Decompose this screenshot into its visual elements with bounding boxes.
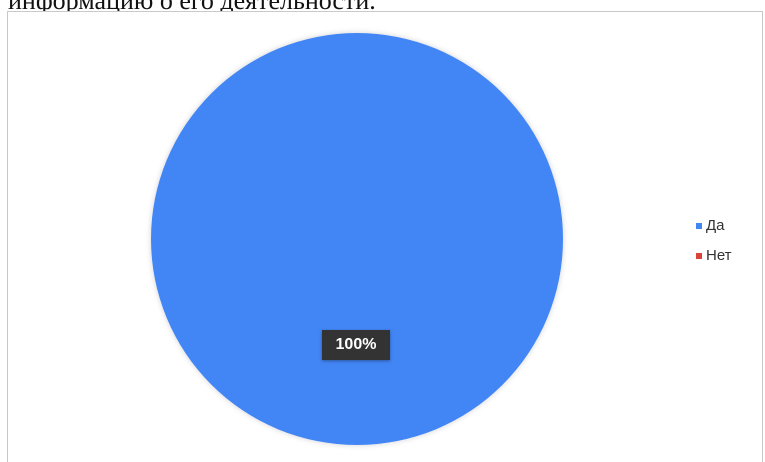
legend-item-net[interactable]: Нет [696, 244, 732, 266]
data-label-da: 100% [322, 330, 390, 360]
legend-label-da: Да [706, 216, 725, 234]
legend-label-net: Нет [706, 246, 732, 264]
legend-swatch-net [696, 252, 702, 259]
pie-slices [151, 33, 563, 445]
legend-item-da[interactable]: Да [696, 214, 732, 236]
legend: Да Нет [696, 214, 732, 274]
pie-slice-da[interactable] [151, 33, 563, 445]
legend-swatch-da [696, 222, 702, 229]
